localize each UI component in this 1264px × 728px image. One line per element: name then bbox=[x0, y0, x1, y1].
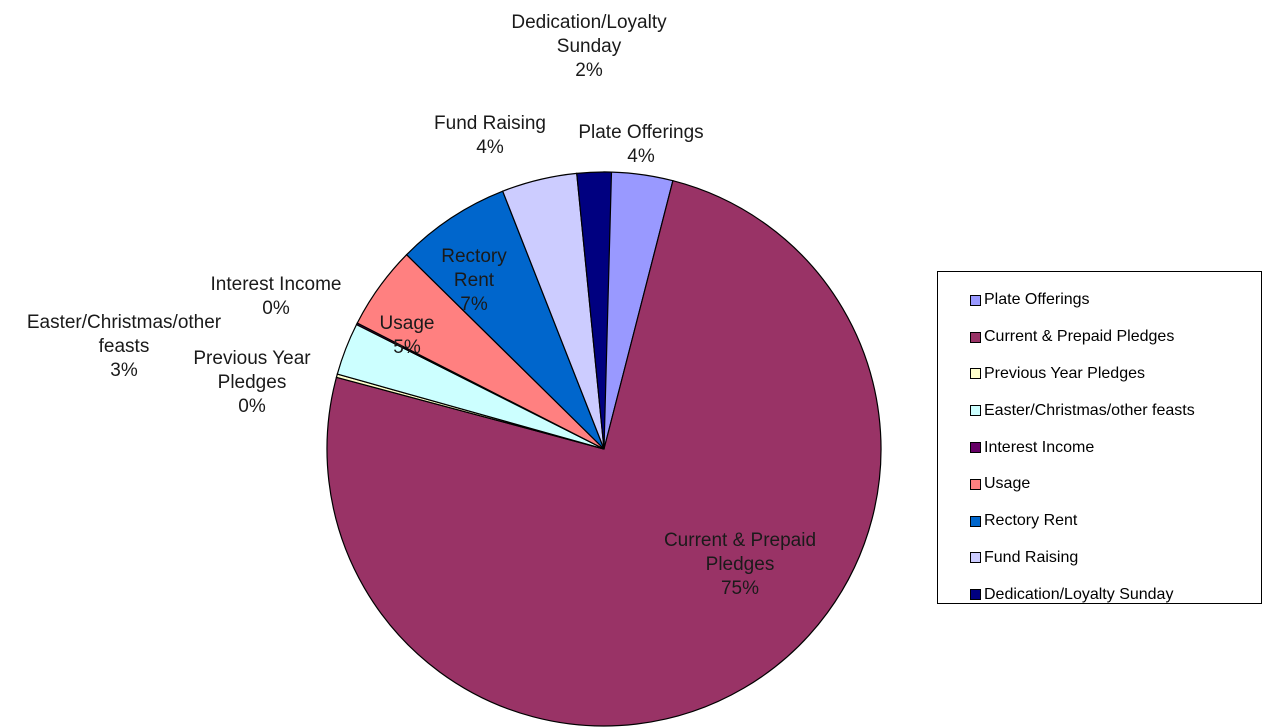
pie-slice-dedication-loyalty-sunday bbox=[576, 171, 613, 450]
data-label-line: 4% bbox=[476, 137, 504, 158]
data-label-line: Pledges bbox=[218, 372, 287, 393]
pie-slices bbox=[326, 171, 882, 727]
data-label-line: Easter/Christmas/other bbox=[27, 312, 222, 333]
data-label-line: 2% bbox=[575, 60, 603, 81]
data-label-line: Usage bbox=[380, 313, 435, 334]
data-label-line: feasts bbox=[99, 336, 150, 357]
data-label-line: 3% bbox=[110, 360, 138, 381]
legend-swatch bbox=[970, 478, 981, 490]
legend-label: Plate Offerings bbox=[984, 291, 1090, 309]
data-label-interest-income: Interest Income 0% bbox=[211, 274, 342, 319]
data-label-line: Plate Offerings bbox=[578, 122, 703, 143]
data-label-line: 0% bbox=[262, 298, 290, 319]
legend-item-easter-christmas-feasts: Easter/Christmas/other feasts bbox=[970, 392, 1261, 429]
legend-swatch bbox=[970, 515, 981, 527]
legend-label: Previous Year Pledges bbox=[984, 364, 1145, 382]
legend-label: Rectory Rent bbox=[984, 512, 1078, 530]
legend-swatch bbox=[970, 331, 981, 343]
data-label-line: Rectory bbox=[441, 246, 507, 267]
pie-slice-current-prepaid-pledges bbox=[326, 179, 882, 727]
data-label-line: 5% bbox=[393, 337, 421, 358]
legend-list: Plate Offerings Current & Prepaid Pledge… bbox=[938, 272, 1261, 613]
pie-data-labels: Plate Offerings 4% Current & Prepaid Pledge… bbox=[27, 12, 816, 599]
data-label-current-prepaid-pledges: Current & Prepaid Pledges 75% bbox=[664, 530, 816, 599]
data-label-line: Pledges bbox=[706, 554, 775, 575]
data-label-line: Interest Income bbox=[211, 274, 342, 295]
legend-swatch bbox=[970, 442, 981, 454]
data-label-previous-year-pledges: Previous Year Pledges 0% bbox=[193, 348, 311, 417]
legend-item-rectory-rent: Rectory Rent bbox=[970, 503, 1261, 540]
data-label-dedication-loyalty-sunday: Dedication/Loyalty Sunday 2% bbox=[511, 12, 667, 81]
data-label-easter-christmas-other-feasts: Easter/Christmas/other feasts 3% bbox=[27, 312, 222, 381]
data-label-line: Dedication/Loyalty bbox=[511, 12, 667, 33]
legend-item-usage: Usage bbox=[970, 466, 1261, 503]
legend-swatch bbox=[970, 368, 981, 380]
data-label-line: Sunday bbox=[557, 36, 622, 57]
data-label-rectory-rent: Rectory Rent 7% bbox=[441, 246, 507, 315]
legend-swatch bbox=[970, 552, 981, 564]
pie-slice-rectory-rent bbox=[405, 190, 605, 450]
legend-label: Current & Prepaid Pledges bbox=[984, 328, 1175, 346]
data-label-line: 7% bbox=[460, 294, 488, 315]
data-label-line: Current & Prepaid bbox=[664, 530, 816, 551]
data-label-line: 4% bbox=[627, 146, 655, 167]
data-label-line: Rent bbox=[454, 270, 495, 291]
legend-label: Easter/Christmas/other feasts bbox=[984, 401, 1195, 419]
legend-swatch bbox=[970, 294, 981, 306]
legend-label: Usage bbox=[984, 475, 1031, 493]
data-label-line: Previous Year bbox=[193, 348, 311, 369]
legend-item-interest-income: Interest Income bbox=[970, 429, 1261, 466]
legend-item-dedication-loyalty-sunday: Dedication/Loyalty Sunday bbox=[970, 576, 1261, 613]
data-label-usage: Usage 5% bbox=[380, 313, 435, 358]
data-label-line: 0% bbox=[238, 396, 266, 417]
legend-item-plate-offerings: Plate Offerings bbox=[970, 282, 1261, 319]
legend-label: Interest Income bbox=[984, 438, 1095, 456]
legend-swatch bbox=[970, 589, 981, 601]
legend-item-previous-year-pledges: Previous Year Pledges bbox=[970, 356, 1261, 393]
legend-item-fund-raising: Fund Raising bbox=[970, 540, 1261, 577]
legend-item-current-prepaid-pledges: Current & Prepaid Pledges bbox=[970, 319, 1261, 356]
legend-label: Fund Raising bbox=[984, 548, 1079, 566]
data-label-line: Fund Raising bbox=[434, 113, 546, 134]
chart-legend: Plate Offerings Current & Prepaid Pledge… bbox=[937, 271, 1262, 604]
data-label-plate-offerings: Plate Offerings 4% bbox=[578, 122, 703, 167]
data-label-fund-raising: Fund Raising 4% bbox=[434, 113, 546, 158]
data-label-line: 75% bbox=[721, 578, 759, 599]
legend-label: Dedication/Loyalty Sunday bbox=[984, 585, 1174, 603]
legend-swatch bbox=[970, 405, 981, 417]
